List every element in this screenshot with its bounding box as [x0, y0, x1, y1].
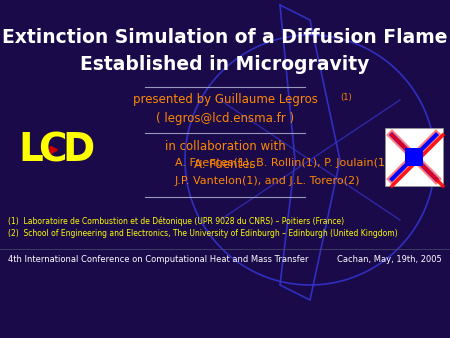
Text: A. Fuentes(1), B. Rollin(1), P. Joulain(1),: A. Fuentes(1), B. Rollin(1), P. Joulain(… — [175, 158, 393, 168]
Text: (2)  School of Engineering and Electronics, The University of Edinburgh – Edinbu: (2) School of Engineering and Electronic… — [8, 229, 398, 238]
Text: C: C — [38, 131, 67, 169]
Bar — [385, 128, 443, 186]
Text: Extinction Simulation of a Diffusion Flame: Extinction Simulation of a Diffusion Fla… — [2, 28, 448, 47]
Bar — [405, 148, 423, 166]
Text: (1)  Laboratoire de Combustion et de Détonique (UPR 9028 du CNRS) – Poitiers (Fr: (1) Laboratoire de Combustion et de Déto… — [8, 216, 344, 225]
Text: L: L — [18, 131, 43, 169]
Text: in collaboration with: in collaboration with — [165, 140, 285, 153]
Text: A. Fuentes: A. Fuentes — [194, 158, 256, 171]
Text: Cachan, May, 19th, 2005: Cachan, May, 19th, 2005 — [337, 255, 442, 264]
Text: Established in Microgravity: Established in Microgravity — [80, 55, 370, 74]
Text: J.P. Vantelon(1), and J.L. Torero(2): J.P. Vantelon(1), and J.L. Torero(2) — [175, 176, 360, 186]
Text: (1): (1) — [340, 93, 352, 102]
Text: D: D — [62, 131, 94, 169]
Text: presented by Guillaume Legros: presented by Guillaume Legros — [133, 93, 317, 106]
Text: ( legros@lcd.ensma.fr ): ( legros@lcd.ensma.fr ) — [156, 112, 294, 125]
Text: 4th International Conference on Computational Heat and Mass Transfer: 4th International Conference on Computat… — [8, 255, 309, 264]
